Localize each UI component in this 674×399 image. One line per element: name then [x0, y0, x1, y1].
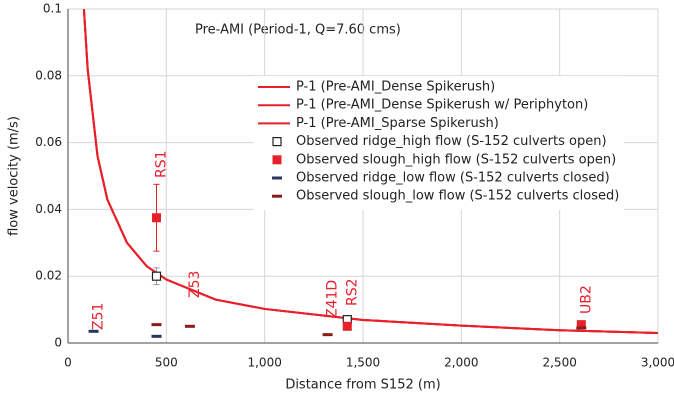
curve	[82, 8, 659, 334]
station-label: Z51	[91, 303, 107, 330]
y-tick-label: 0.02	[35, 269, 62, 283]
x-tick-label: 2,500	[542, 356, 576, 370]
legend-label: Observed ridge_high flow (S-152 culverts…	[296, 134, 607, 149]
x-tick-label: 0	[64, 356, 72, 370]
station-label: Z41D	[325, 280, 341, 318]
marker	[322, 333, 333, 337]
legend-bg	[254, 76, 624, 210]
marker	[152, 213, 161, 223]
marker	[576, 326, 587, 330]
marker	[272, 155, 282, 165]
marker	[88, 329, 99, 333]
annotation: Pre-AMI (Period-1, Q=7.60 cms)	[195, 23, 401, 38]
y-tick-label: 0.04	[35, 202, 62, 216]
legend-label: Observed slough_high flow (S-152 culvert…	[296, 152, 616, 167]
y-tick-label: 0.1	[43, 2, 62, 16]
station-label: RS2	[344, 278, 360, 306]
station-label: RS1	[154, 150, 170, 178]
marker	[272, 137, 282, 147]
x-tick-label: 1,500	[346, 356, 380, 370]
x-tick-label: 500	[155, 356, 178, 370]
marker	[151, 323, 162, 327]
marker	[576, 320, 586, 330]
marker	[272, 176, 282, 180]
legend-label: Observed slough_low flow (S-152 culverts…	[296, 189, 619, 204]
legend-label: Observed ridge_low flow (S-152 culverts …	[296, 171, 610, 186]
y-tick-label: 0.06	[35, 135, 62, 149]
marker	[184, 324, 195, 328]
marker	[151, 271, 162, 281]
y-axis-label: flow velocity (m/s)	[7, 116, 22, 236]
x-tick-label: 1,000	[247, 356, 281, 370]
legend: P-1 (Pre-AMI_Dense Spikerush) P-1 (Pre-AM…	[254, 76, 624, 210]
x-tick-label: 2,000	[444, 356, 478, 370]
marker	[342, 321, 352, 331]
legend-label: P-1 (Pre-AMI_Sparse Spikerush)	[296, 116, 499, 131]
y-tick-label: 0	[54, 336, 62, 350]
station-label: Z53	[187, 271, 203, 298]
station-label: UB2	[578, 285, 594, 314]
marker	[151, 334, 162, 338]
legend-label: P-1 (Pre-AMI_Dense Spikerush w/ Periphyt…	[296, 98, 588, 113]
y-tick-label: 0.08	[35, 68, 62, 82]
x-axis-label: Distance from S152 (m)	[285, 378, 440, 393]
legend-label: P-1 (Pre-AMI_Dense Spikerush)	[296, 80, 495, 95]
marker	[272, 194, 282, 198]
x-tick-label: 3,000	[641, 356, 674, 370]
